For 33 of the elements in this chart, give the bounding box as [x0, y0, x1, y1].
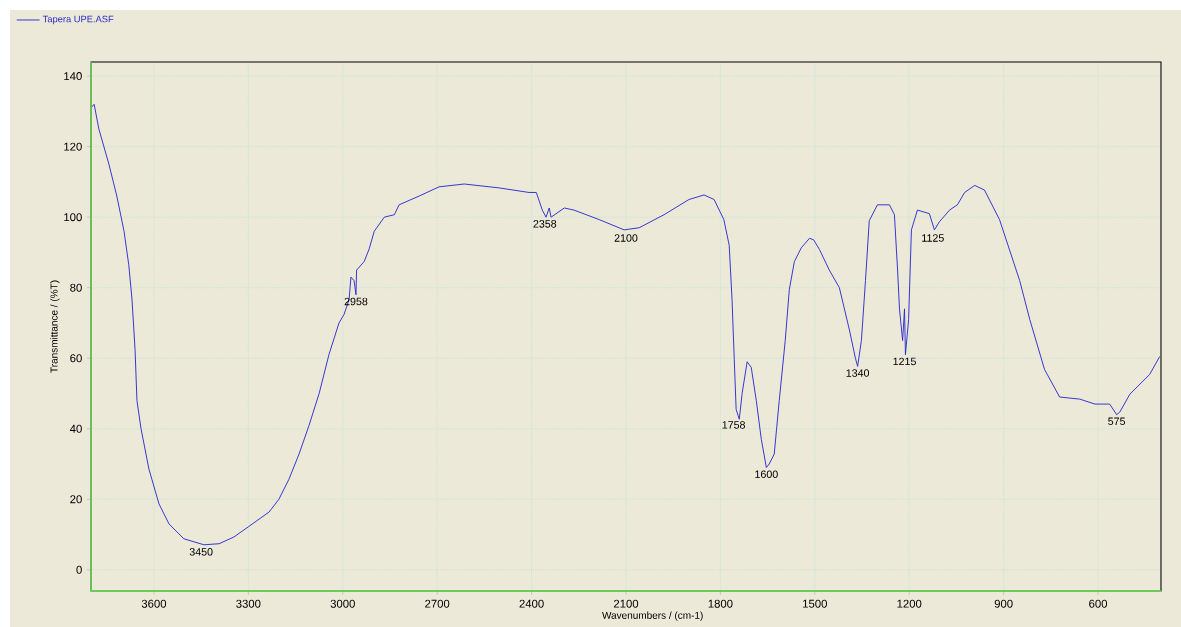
x-tick-label: 2100: [613, 599, 639, 608]
annotation: 1758: [722, 421, 746, 429]
annotation: 575: [1108, 417, 1126, 426]
annotation: 2958: [344, 297, 368, 306]
line-series: [91, 103, 1161, 546]
x-tick-label: 600: [1089, 599, 1108, 608]
x-tick-label: 3300: [236, 599, 261, 608]
x-tick-label: 1800: [708, 599, 733, 608]
y-tick-label: 100: [64, 213, 82, 222]
x-tick-label: 1500: [803, 599, 827, 608]
y-axis-title: Transmittance / (%T): [50, 280, 60, 373]
x-tick-label: 3000: [330, 599, 355, 608]
y-tick-label: 60: [70, 354, 82, 363]
y-tick-label: 20: [70, 495, 82, 504]
legend-label: Tapera UPE.ASF: [42, 15, 114, 25]
y-tick-label: 120: [64, 142, 82, 151]
annotation: 2100: [614, 234, 638, 242]
annotation: 1215: [893, 357, 916, 366]
y-tick-label: 40: [69, 424, 82, 433]
annotation: 2358: [533, 220, 557, 228]
annotation: 3450: [189, 548, 213, 556]
x-axis-title: Wavenumbers / (cm-1): [602, 611, 703, 621]
x-tick-label: 2700: [425, 599, 450, 608]
y-tick-label: 140: [64, 72, 82, 81]
annotation: 1340: [846, 369, 870, 377]
y-tick-label: 80: [70, 283, 82, 292]
annotation: 1125: [922, 234, 944, 242]
x-tick-label: 2400: [519, 599, 544, 608]
annotation: 1600: [755, 470, 778, 479]
y-tick-label: 0: [76, 565, 82, 574]
x-tick-label: 3600: [141, 599, 167, 608]
x-tick-label: 1200: [897, 599, 922, 608]
x-tick-label: 900: [994, 599, 1013, 608]
